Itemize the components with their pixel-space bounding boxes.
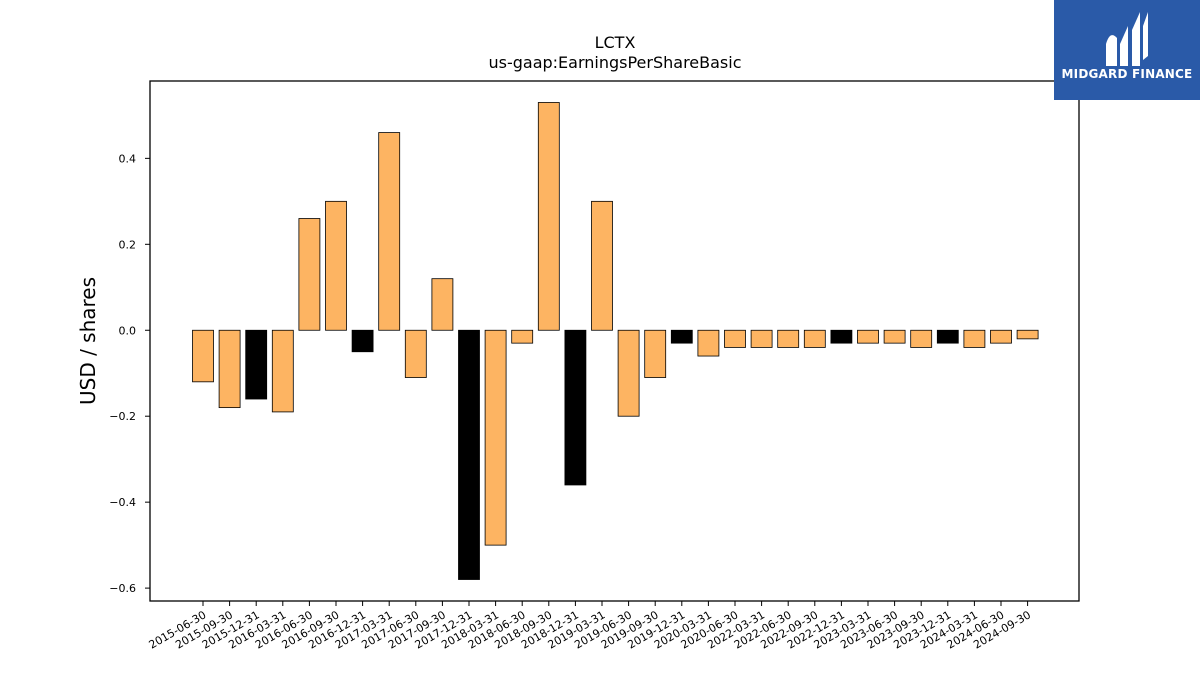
- bar-2018-06-30: [511, 329, 534, 344]
- x-axis-ticks: 2015-06-302015-09-302015-12-312016-03-31…: [147, 601, 1033, 652]
- bar-2018-03-31: [484, 329, 507, 546]
- bar-2016-12-31: [351, 329, 374, 353]
- bar-2017-03-31: [378, 132, 401, 331]
- y-tick-label: −0.6: [109, 582, 136, 595]
- bar-2018-09-30: [537, 102, 560, 331]
- bar-2022-06-30: [777, 329, 800, 348]
- bar-2017-09-30: [431, 278, 454, 331]
- bar-2015-09-30: [218, 329, 241, 409]
- plot-frame: [149, 80, 1080, 602]
- logo-mark-icon: [1106, 12, 1148, 66]
- bar-2015-06-30: [192, 329, 214, 383]
- bar-2017-06-30: [404, 329, 427, 378]
- bar-2024-06-30: [990, 329, 1012, 344]
- bar-2019-06-30: [617, 329, 640, 417]
- y-tick-label: −0.2: [109, 410, 136, 423]
- y-tick-label: −0.4: [109, 496, 136, 509]
- bar-2020-03-31: [697, 329, 720, 357]
- bar-2022-09-30: [803, 329, 826, 348]
- bar-2023-12-31: [936, 329, 959, 344]
- brand-logo: MIDGARD FINANCE: [1054, 0, 1200, 100]
- bar-2020-06-30: [724, 329, 746, 348]
- y-axis-label: USD / shares: [76, 277, 100, 405]
- bar-2019-09-30: [644, 329, 667, 378]
- y-tick-label: 0.4: [119, 152, 137, 165]
- chart-subtitle: us-gaap:EarningsPerShareBasic: [488, 53, 741, 72]
- bar-2019-12-31: [670, 329, 693, 344]
- bar-2023-06-30: [883, 329, 906, 344]
- bar-2024-03-31: [963, 329, 986, 348]
- y-axis-ticks: −0.6 −0.4 −0.2 0.0 0.2 0.4: [109, 152, 150, 595]
- y-tick-label: 0.0: [119, 324, 137, 337]
- y-tick-label: 0.2: [119, 238, 137, 251]
- bar-2024-09-30: [1016, 329, 1039, 340]
- bar-2023-09-30: [910, 329, 933, 348]
- bars-layer: [192, 102, 1039, 580]
- brand-name: MIDGARD FINANCE: [1061, 67, 1193, 81]
- bar-2016-06-30: [298, 218, 321, 331]
- bar-2016-03-31: [271, 329, 294, 413]
- bar-2018-12-31: [564, 329, 587, 486]
- bar-2019-03-31: [591, 200, 613, 331]
- bar-2015-12-31: [245, 329, 268, 400]
- bar-2016-09-30: [325, 200, 347, 331]
- bar-2022-03-31: [750, 329, 773, 348]
- bar-2022-12-31: [830, 329, 853, 344]
- bar-2017-12-31: [458, 329, 480, 580]
- chart-title: LCTX: [595, 33, 636, 52]
- bar-2023-03-31: [857, 329, 879, 344]
